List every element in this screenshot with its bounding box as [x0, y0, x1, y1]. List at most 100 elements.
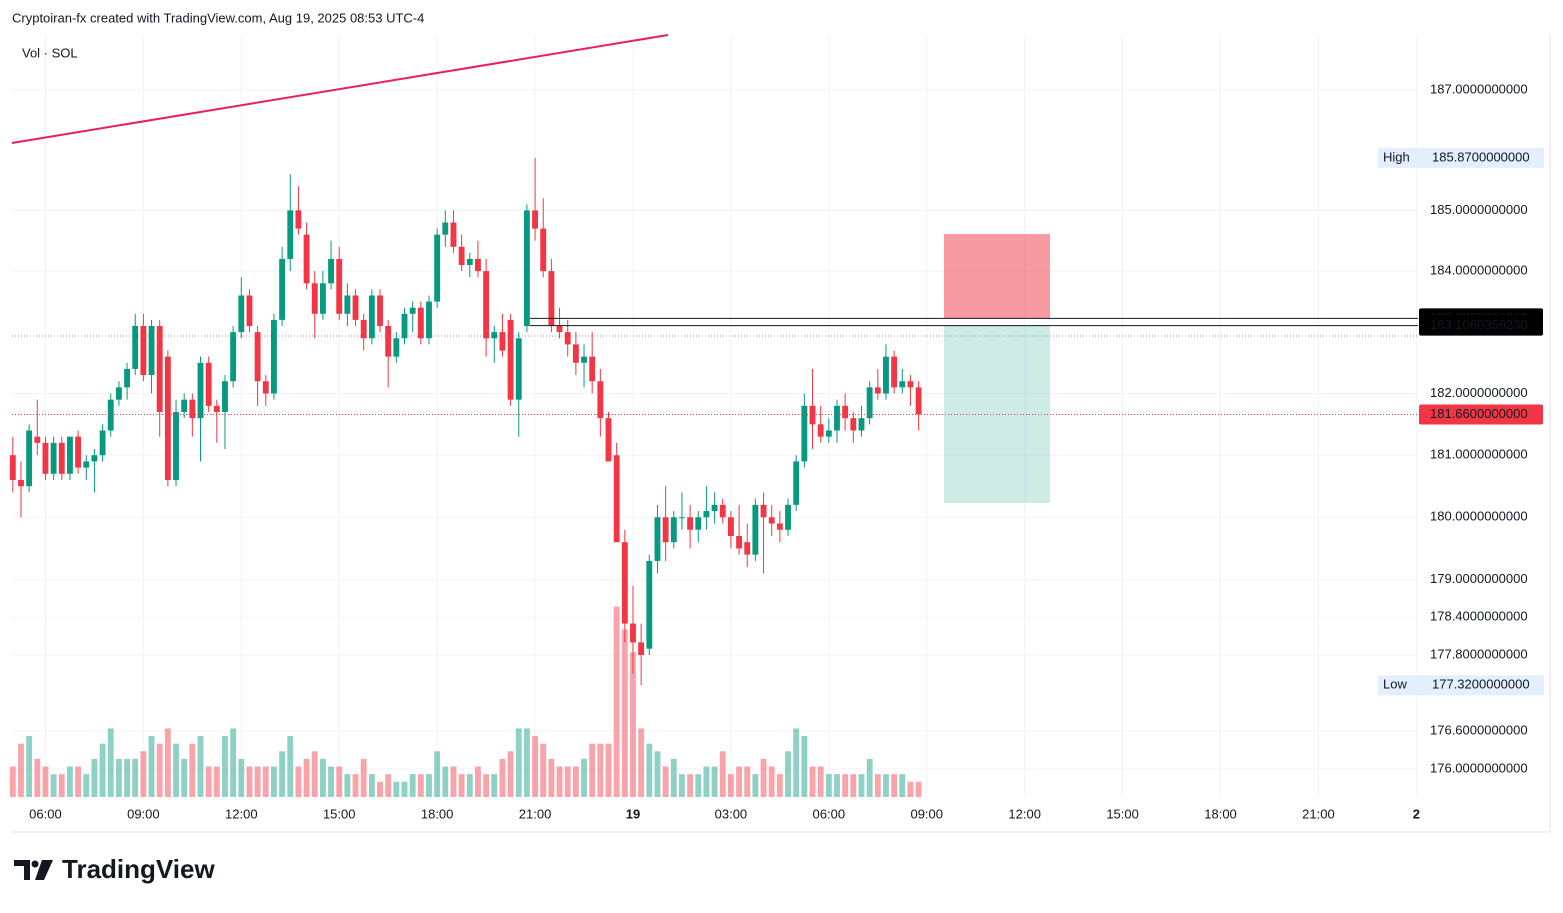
volume-bar: [417, 774, 424, 797]
volume-bar: [654, 751, 661, 797]
candle-body: [279, 258, 286, 320]
volume-bar: [254, 766, 261, 797]
candle-body: [319, 283, 326, 314]
brand-name: TradingView: [62, 854, 215, 884]
candle-body: [866, 387, 873, 419]
x-tick-label: 2: [1413, 806, 1420, 821]
volume-bar: [287, 736, 294, 797]
volume-bar: [140, 751, 147, 797]
candle-body: [58, 442, 65, 474]
candle-body: [254, 332, 261, 382]
volume-bar: [564, 766, 571, 797]
candle-body: [630, 623, 636, 643]
candle-body: [768, 517, 775, 524]
candle-body: [140, 326, 147, 376]
logo-shape: [35, 860, 53, 880]
volume-bar: [181, 758, 188, 797]
volume-bar: [874, 774, 881, 797]
candle-body: [613, 455, 620, 543]
volume-bar: [491, 774, 498, 797]
price-line-label: 183.1060359230: [1430, 317, 1528, 332]
volume-bar: [401, 781, 408, 797]
high-tag: High: [1383, 149, 1410, 164]
volume-bar: [834, 774, 840, 797]
candle-body: [899, 381, 906, 388]
volume-bar: [319, 758, 326, 797]
volume-bar: [156, 743, 163, 797]
candle-body: [711, 504, 718, 512]
x-tick-label: 15:00: [1106, 806, 1139, 821]
candle-body: [776, 523, 783, 530]
candle-body: [173, 411, 179, 480]
volume-bar: [279, 751, 286, 797]
volume-bar: [393, 781, 400, 797]
volume-bar: [91, 758, 98, 797]
candle-body: [328, 258, 335, 284]
volume-bar: [597, 743, 604, 797]
candle-body: [99, 430, 106, 456]
volume-bar: [670, 758, 677, 797]
candle-body: [507, 319, 514, 400]
candle-body: [458, 246, 465, 266]
y-tick-label: 181.0000000000: [1430, 447, 1528, 462]
candle-body: [295, 210, 302, 229]
volume-bar: [532, 736, 539, 797]
candle-body: [809, 405, 816, 425]
volume-bar: [18, 743, 24, 797]
volume-bar: [679, 774, 685, 797]
volume-bar: [540, 743, 547, 797]
candle-body: [597, 381, 604, 419]
volume-bar: [499, 758, 506, 797]
candle-body: [34, 436, 41, 443]
x-tick-label: 18:00: [421, 806, 454, 821]
volume-bar: [50, 774, 57, 797]
candle-body: [817, 424, 824, 437]
candle-body: [605, 418, 612, 462]
low-tag: Low: [1383, 677, 1407, 692]
candle-body: [834, 405, 840, 431]
volume-bar: [703, 766, 710, 797]
y-tick-label: 180.0000000000: [1430, 509, 1528, 524]
x-tick-label: 03:00: [715, 806, 748, 821]
candle-body: [850, 418, 857, 431]
candle-body: [409, 307, 416, 314]
volume-bar: [222, 736, 228, 797]
y-tick-label: 178.4000000000: [1430, 609, 1528, 624]
candle-body: [124, 368, 130, 388]
candle-body: [475, 258, 481, 272]
candle-body: [785, 504, 791, 530]
x-tick-label: 09:00: [910, 806, 943, 821]
candle-body: [621, 542, 628, 624]
candle-body: [736, 535, 743, 549]
last-price-label-bg: [1419, 404, 1543, 425]
volume-bar: [295, 766, 302, 797]
candle-body: [540, 228, 547, 272]
volume-bar: [271, 766, 277, 797]
volume-bar: [75, 766, 82, 797]
candle-body: [687, 517, 694, 530]
volume-bar: [426, 774, 432, 797]
volume-bar: [34, 758, 41, 797]
candle-body: [262, 381, 269, 394]
candle-body: [9, 455, 16, 480]
candle-body: [883, 356, 889, 394]
candle-body: [662, 517, 669, 543]
volume-bar: [515, 728, 522, 797]
volume-bar: [760, 758, 767, 797]
candles: [9, 157, 922, 686]
candle-body: [336, 258, 343, 314]
price-line-label-bg: [1419, 315, 1543, 336]
volume-bar: [727, 774, 734, 797]
volume-bar: [368, 774, 375, 797]
high-value: 185.8700000000: [1432, 149, 1530, 164]
candle-body: [793, 461, 800, 505]
candle-body: [450, 222, 457, 247]
volume-bar: [360, 758, 367, 797]
candle-body: [744, 542, 751, 555]
last-price-label: 181.6600000000: [1430, 406, 1528, 421]
candle-body: [703, 511, 710, 518]
candle-body: [417, 307, 424, 339]
